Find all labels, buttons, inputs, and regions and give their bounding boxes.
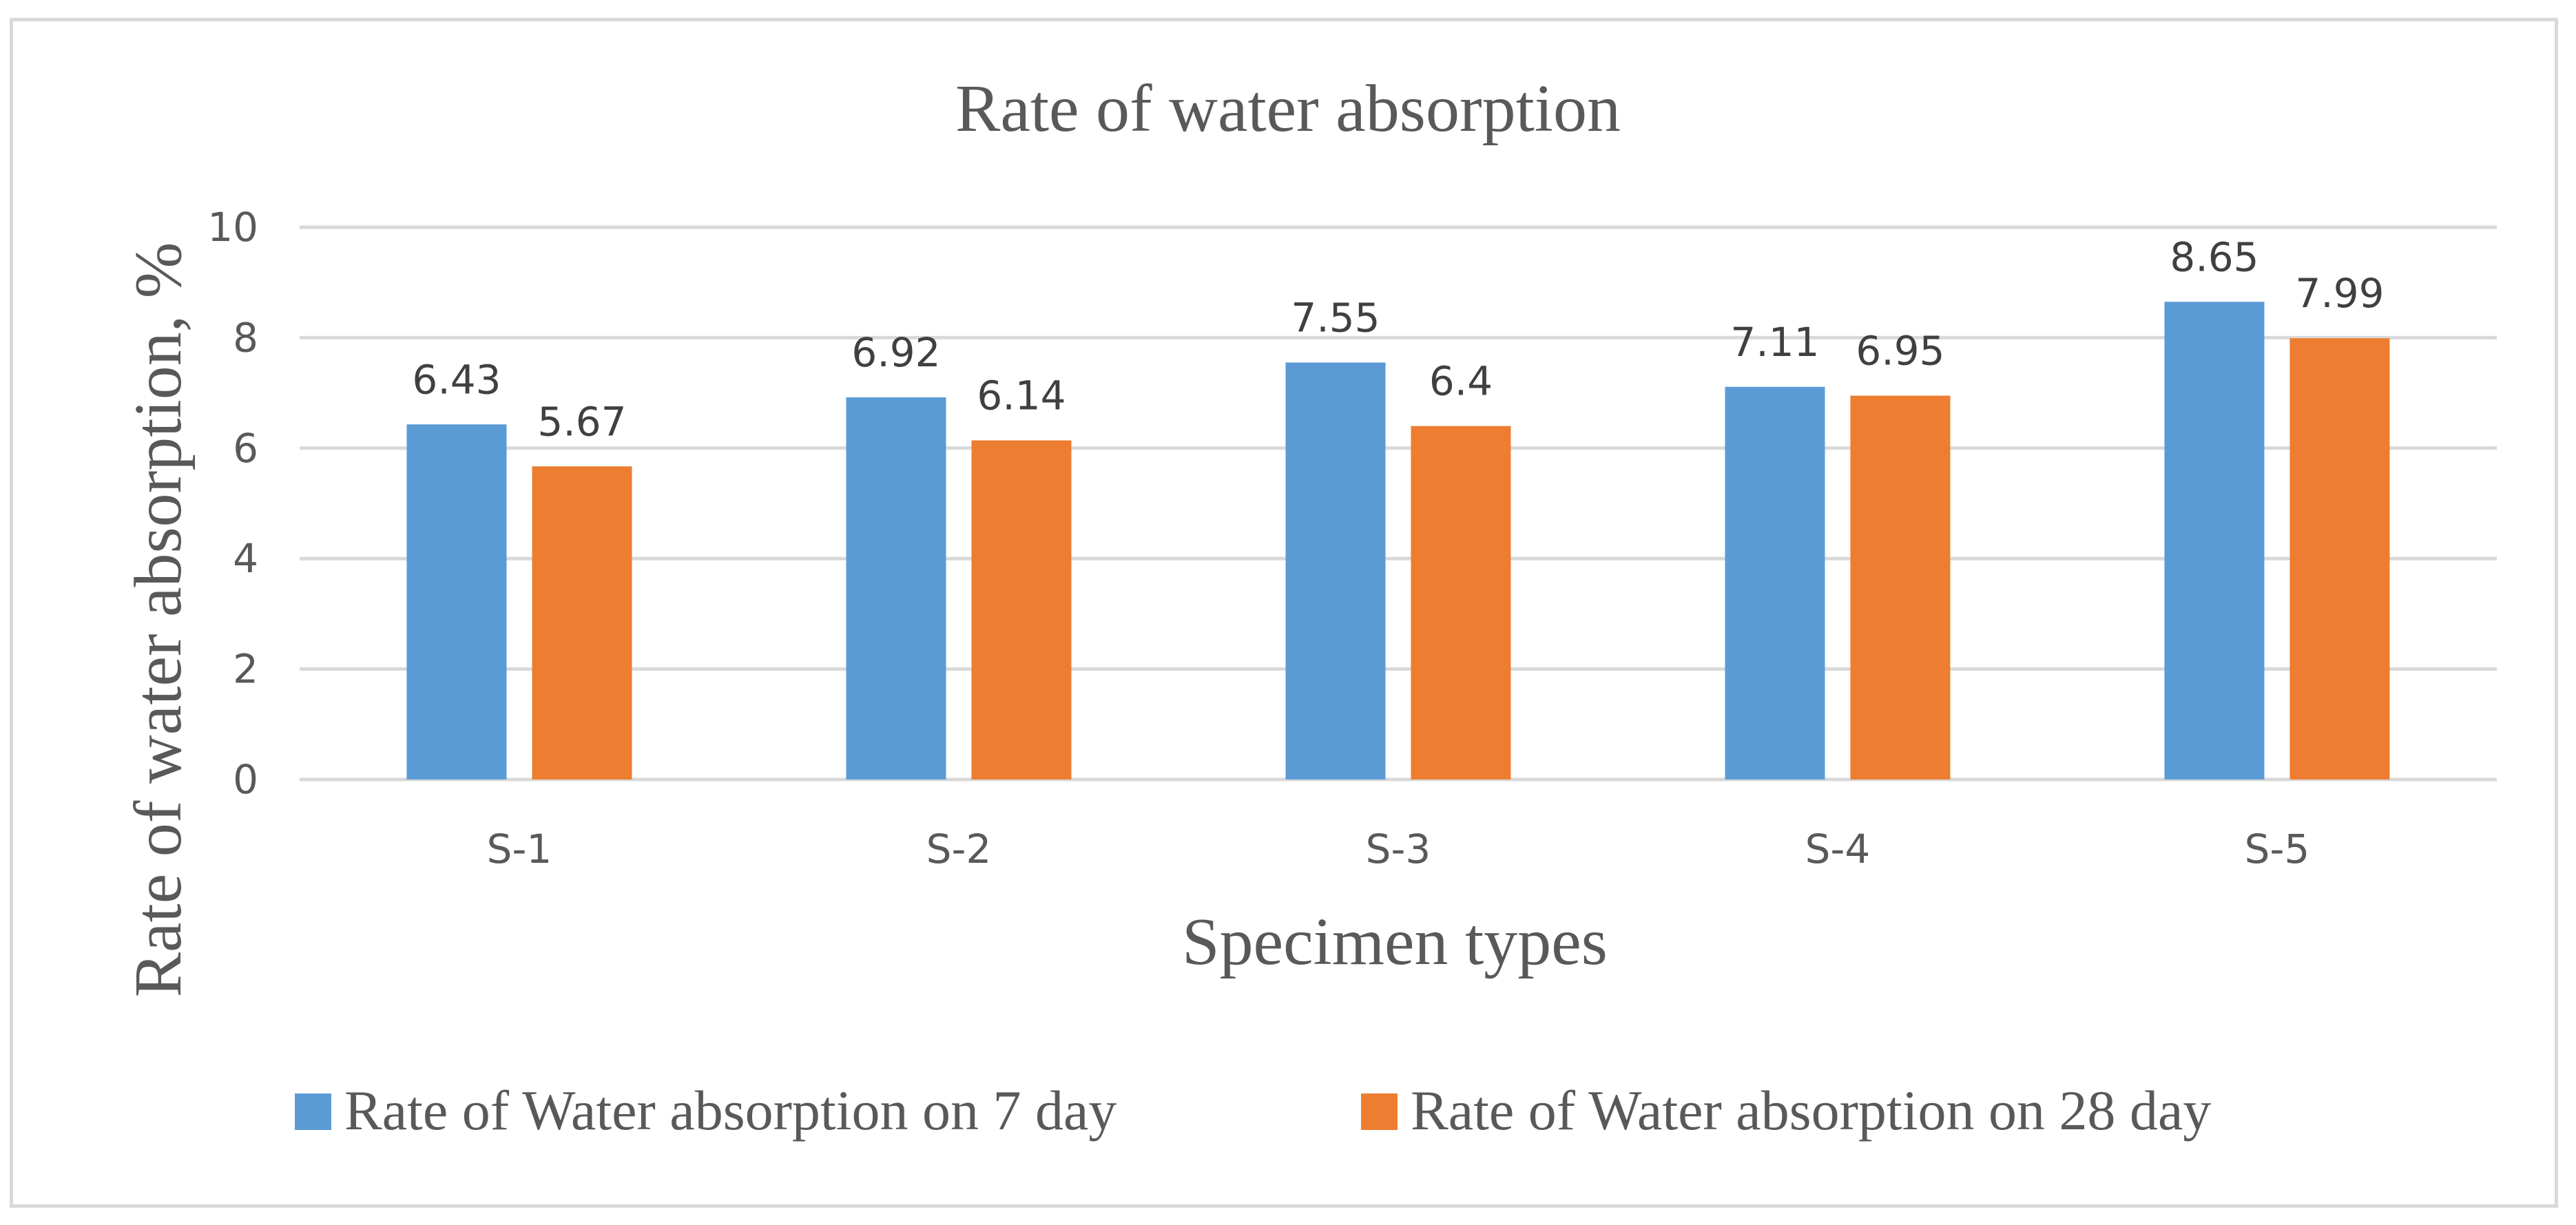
x-tick-labels: S-1 S-2 S-3 S-4 S-5 bbox=[487, 826, 2310, 872]
x-tick-label-s-4: S-4 bbox=[1805, 826, 1871, 872]
bar-s-2-series-1 bbox=[846, 397, 946, 779]
data-label-s-1-series-2: 5.67 bbox=[537, 398, 626, 445]
data-label-s-4-series-1: 7.11 bbox=[1730, 319, 1819, 366]
y-tick-label-6: 6 bbox=[233, 425, 258, 472]
grid-layer bbox=[300, 225, 2497, 782]
y-tick-label-8: 8 bbox=[233, 314, 258, 361]
bar-s-3-series-2 bbox=[1411, 426, 1511, 779]
x-tick-label-s-5: S-5 bbox=[2245, 826, 2310, 872]
x-tick-label-s-3: S-3 bbox=[1366, 826, 1431, 872]
bar-s-5-series-2 bbox=[2289, 338, 2390, 779]
x-tick-label-s-2: S-2 bbox=[926, 826, 992, 872]
data-label-s-5-series-1: 8.65 bbox=[2170, 233, 2258, 280]
data-label-s-2-series-2: 6.14 bbox=[977, 373, 1066, 419]
bar-s-4-series-1 bbox=[1725, 386, 1825, 779]
bar-s-4-series-2 bbox=[1850, 395, 1951, 779]
data-label-s-5-series-2: 7.99 bbox=[2295, 270, 2384, 317]
data-label-s-3-series-1: 7.55 bbox=[1291, 294, 1380, 341]
bar-s-5-series-1 bbox=[2164, 302, 2265, 779]
data-label-s-4-series-2: 6.95 bbox=[1856, 328, 1944, 375]
y-tick-label-0: 0 bbox=[233, 756, 258, 803]
chart-title: Rate of water absorption bbox=[955, 72, 1621, 146]
data-label-s-3-series-2: 6.4 bbox=[1429, 358, 1493, 405]
legend-label-series-2: Rate of Water absorption on 28 day bbox=[1411, 1079, 2211, 1142]
y-tick-labels: 0 2 4 6 8 10 bbox=[207, 204, 258, 803]
legend-label-series-1: Rate of Water absorption on 7 day bbox=[344, 1079, 1116, 1142]
legend-swatch-series-2 bbox=[1361, 1093, 1398, 1130]
y-tick-label-10: 10 bbox=[207, 204, 258, 251]
bar-s-1-series-2 bbox=[532, 466, 632, 779]
bar-s-3-series-1 bbox=[1285, 362, 1386, 779]
bar-s-2-series-2 bbox=[971, 440, 1072, 779]
y-tick-label-4: 4 bbox=[233, 535, 258, 582]
data-labels: 6.43 5.67 6.92 6.14 7.55 6.4 7.11 6.95 8.65 7.99 bbox=[412, 233, 2384, 445]
y-axis-label: Rate of water absorption, % bbox=[121, 242, 196, 998]
data-label-s-1-series-1: 6.43 bbox=[412, 356, 501, 403]
legend-swatch-series-1 bbox=[295, 1093, 331, 1130]
y-tick-label-2: 2 bbox=[233, 646, 258, 693]
bars bbox=[406, 302, 2390, 779]
legend: Rate of Water absorption on 7 day Rate of… bbox=[295, 1079, 2211, 1142]
data-label-s-2-series-1: 6.92 bbox=[851, 329, 940, 376]
x-tick-label-s-1: S-1 bbox=[487, 826, 552, 872]
bar-s-1-series-1 bbox=[406, 424, 507, 779]
x-axis-label: Specimen types bbox=[1182, 905, 1608, 979]
